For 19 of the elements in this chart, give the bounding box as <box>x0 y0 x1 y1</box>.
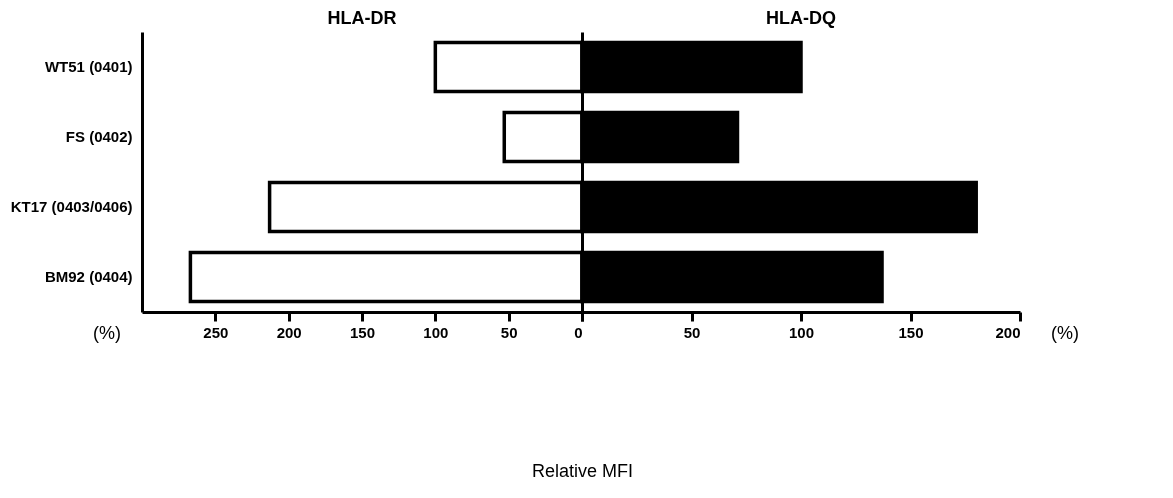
x-tick-label: 200 <box>276 323 302 341</box>
y-tick-label: BM92 (0404) <box>44 268 133 285</box>
chart-title: HLA-DQ <box>766 8 836 28</box>
x-tick-label: 50 <box>500 323 518 341</box>
y-tick-label: FS (0402) <box>65 128 133 145</box>
x-tick-label: 100 <box>423 323 449 341</box>
x-tick-label: 150 <box>898 323 924 341</box>
y-tick-label: KT17 (0403/0406) <box>10 198 133 215</box>
chart-title: HLA-DR <box>327 8 397 28</box>
text: (%) <box>1051 323 1079 343</box>
x-tick-label: 100 <box>788 323 815 341</box>
x-axis-title: Relative MFI <box>531 460 634 481</box>
x-tick-label: 200 <box>995 323 1021 341</box>
x-tick-label: 250 <box>203 323 229 341</box>
text: (%) <box>93 323 121 343</box>
y-tick-label: WT51 (0401) <box>44 58 133 75</box>
x-tick-label: 0 <box>574 323 583 341</box>
x-tick-label: 150 <box>349 323 376 341</box>
x-tick-label: 50 <box>683 323 701 341</box>
